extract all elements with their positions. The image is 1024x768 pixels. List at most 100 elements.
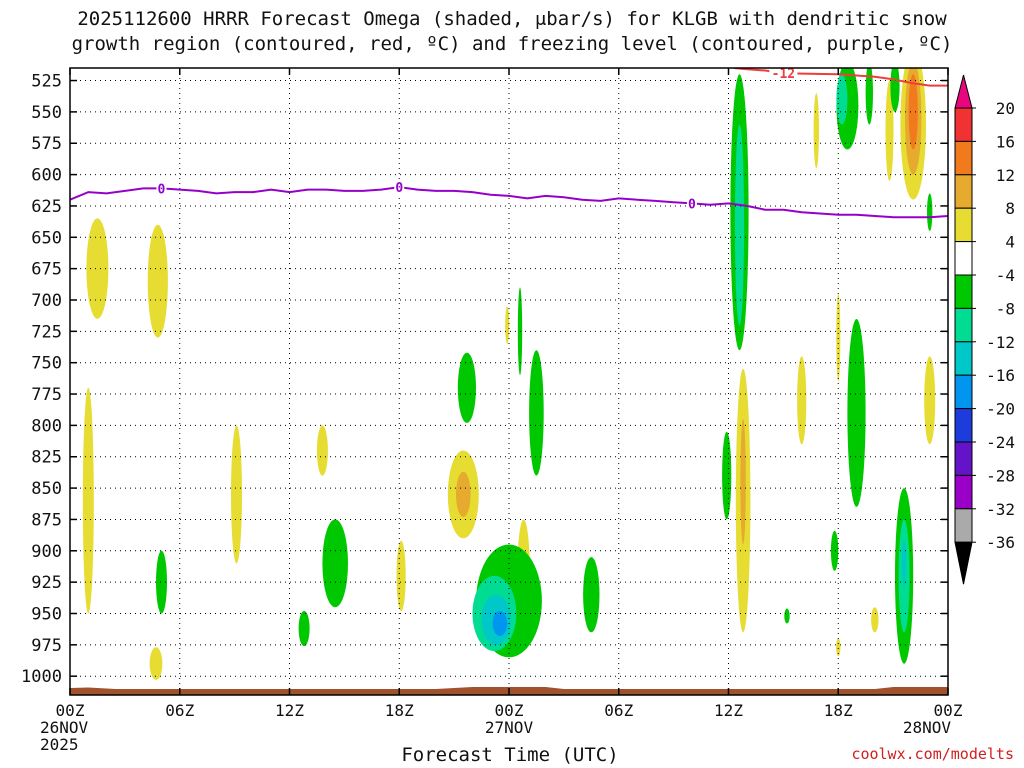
y-tick-label: 875 bbox=[31, 510, 62, 530]
omega-area bbox=[740, 419, 746, 545]
y-tick-label: 575 bbox=[31, 134, 62, 154]
x-tick-label: 00Z bbox=[56, 701, 85, 720]
y-tick-label: 1000 bbox=[21, 667, 62, 687]
y-tick-label: 675 bbox=[31, 260, 62, 280]
colorbar-segment bbox=[954, 140, 973, 176]
y-tick-label: 550 bbox=[31, 103, 62, 123]
omega-area bbox=[847, 318, 866, 507]
freezing-level-label: 0 bbox=[688, 197, 696, 212]
omega-area bbox=[492, 611, 508, 636]
y-tick-label: 600 bbox=[31, 166, 62, 186]
y-tick-label: 850 bbox=[31, 479, 62, 499]
y-tick-label: 625 bbox=[31, 197, 62, 217]
colorbar-segment bbox=[954, 207, 973, 243]
colorbar-segment bbox=[954, 441, 973, 476]
pressure-axis: 525 550 575 600 625 650 675 700 725 750 775 800 825 8… bbox=[21, 72, 948, 687]
colorbar-segment bbox=[954, 474, 973, 510]
freezing-level-contour bbox=[70, 186, 948, 219]
colorbar-label: -36 bbox=[986, 533, 1015, 552]
freezing-level-label-bg bbox=[156, 181, 167, 196]
x-tick-label: 2025 bbox=[40, 735, 79, 754]
colorbar-label: -28 bbox=[986, 466, 1015, 485]
y-tick-label: 825 bbox=[31, 448, 62, 468]
colorbar-label: -16 bbox=[986, 366, 1015, 385]
omega-area bbox=[901, 540, 907, 586]
omega-area bbox=[322, 519, 349, 608]
source-credit: coolwx.com/modelts bbox=[851, 745, 1014, 763]
y-tick-label: 750 bbox=[31, 354, 62, 374]
omega-area bbox=[908, 74, 918, 150]
omega-area bbox=[890, 68, 900, 112]
omega-area bbox=[784, 608, 790, 624]
omega-area bbox=[836, 638, 841, 657]
colorbar: 20 16 12 8 4 -4 -8 -12 -16 -20 -24 -28 -32 -36 bbox=[954, 74, 1015, 585]
x-tick-label: 06Z bbox=[604, 701, 633, 720]
colorbar-label: -8 bbox=[996, 299, 1015, 318]
omega-area bbox=[529, 350, 544, 476]
x-tick-label: 06Z bbox=[165, 701, 194, 720]
colorbar-segment bbox=[954, 374, 973, 410]
colorbar-label: 8 bbox=[1005, 199, 1015, 218]
chart-title-line-2: growth region (contoured, red, ºC) and f… bbox=[71, 33, 953, 55]
chart-title-line-1: 2025112600 HRRR Forecast Omega (shaded, … bbox=[77, 8, 947, 30]
omega-area bbox=[722, 431, 732, 520]
omega-area bbox=[836, 293, 841, 382]
colorbar-label: 4 bbox=[1005, 233, 1015, 252]
colorbar-segment bbox=[954, 174, 973, 209]
contour-lines: 0 0 0 -12 bbox=[70, 68, 948, 219]
x-tick-label: 00Z bbox=[495, 701, 524, 720]
y-tick-label: 700 bbox=[31, 291, 62, 311]
omega-area bbox=[871, 607, 879, 633]
omega-area bbox=[885, 80, 894, 181]
y-tick-label: 525 bbox=[31, 72, 62, 92]
y-tick-label: 775 bbox=[31, 385, 62, 405]
colorbar-label: -20 bbox=[986, 400, 1015, 419]
colorbar-segment bbox=[954, 107, 973, 142]
omega-area bbox=[505, 306, 510, 344]
omega-area bbox=[865, 68, 873, 125]
x-tick-label: 26NOV bbox=[40, 718, 89, 737]
x-tick-label: 12Z bbox=[275, 701, 304, 720]
omega-area bbox=[457, 352, 476, 423]
omega-area bbox=[813, 93, 819, 169]
omega-area bbox=[583, 557, 600, 633]
freezing-level-label: 0 bbox=[158, 182, 166, 197]
omega-area bbox=[231, 425, 242, 564]
colorbar-bottom-arrow bbox=[954, 541, 973, 585]
dgz-label-bg bbox=[769, 68, 798, 81]
colorbar-segment bbox=[954, 241, 973, 276]
omega-area bbox=[924, 356, 936, 445]
colorbar-segment bbox=[954, 307, 973, 343]
freezing-level-label-bg bbox=[394, 180, 405, 195]
colorbar-segment bbox=[954, 408, 973, 443]
x-tick-label: 00Z bbox=[934, 701, 963, 720]
freezing-level-label-bg bbox=[686, 196, 697, 211]
omega-area bbox=[82, 387, 94, 614]
freezing-level-label: 0 bbox=[395, 181, 403, 196]
colorbar-label: 16 bbox=[996, 132, 1015, 151]
y-tick-label: 800 bbox=[31, 416, 62, 436]
colorbar-top-arrow bbox=[954, 74, 973, 109]
x-tick-label: 18Z bbox=[824, 701, 853, 720]
omega-area bbox=[156, 550, 167, 614]
x-axis-title: Forecast Time (UTC) bbox=[401, 744, 619, 766]
colorbar-label: -12 bbox=[986, 333, 1015, 352]
y-tick-label: 650 bbox=[31, 228, 62, 248]
colorbar-segment bbox=[954, 508, 973, 543]
omega-area bbox=[396, 540, 406, 612]
colorbar-label: -32 bbox=[986, 500, 1015, 519]
y-tick-label: 950 bbox=[31, 604, 62, 624]
omega-area bbox=[86, 218, 109, 319]
omega-area bbox=[298, 610, 310, 647]
colorbar-segment bbox=[954, 274, 973, 309]
omega-area bbox=[830, 530, 839, 571]
colorbar-label: -4 bbox=[996, 266, 1015, 285]
colorbar-label: 20 bbox=[996, 99, 1015, 118]
colorbar-label: 12 bbox=[996, 166, 1015, 185]
omega-area bbox=[836, 74, 848, 125]
omega-area bbox=[927, 193, 933, 231]
x-tick-label: 12Z bbox=[714, 701, 743, 720]
omega-area bbox=[456, 471, 471, 517]
omega-area bbox=[149, 647, 163, 680]
